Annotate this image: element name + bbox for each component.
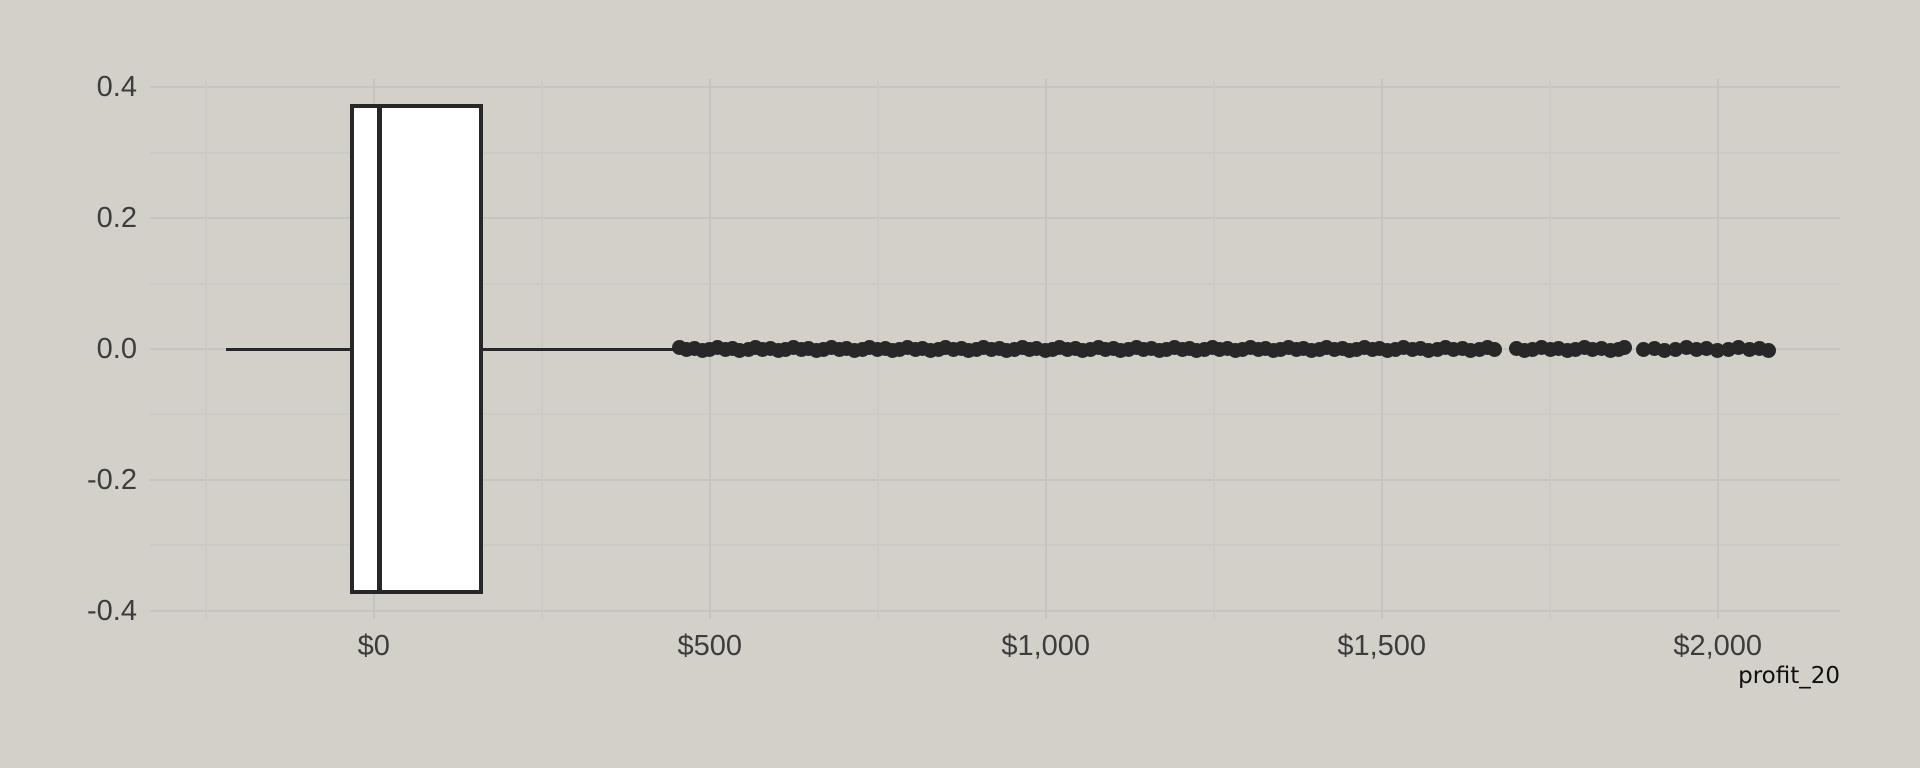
gridline-y-major bbox=[150, 609, 1840, 612]
y-tick-label: -0.2 bbox=[87, 463, 137, 496]
x-axis-title: profit_20 bbox=[1738, 663, 1840, 689]
outlier-dot bbox=[1760, 342, 1776, 358]
gridline-y-minor bbox=[150, 282, 1840, 285]
median-line bbox=[377, 105, 383, 593]
box bbox=[349, 103, 483, 595]
outlier-dot bbox=[1487, 342, 1503, 358]
y-tick-label: 0.4 bbox=[96, 71, 137, 104]
y-tick-label: -0.4 bbox=[87, 594, 137, 627]
outlier-dot bbox=[1616, 340, 1632, 356]
x-tick-label: $0 bbox=[357, 630, 390, 662]
gridline-x-minor bbox=[204, 79, 207, 619]
gridline-y-minor bbox=[150, 413, 1840, 416]
x-tick-label: $1,000 bbox=[1001, 630, 1091, 662]
gridline-y-minor bbox=[150, 151, 1840, 154]
x-tick-label: $500 bbox=[677, 630, 742, 662]
x-tick-label: $1,500 bbox=[1337, 630, 1427, 662]
gridline-y-major bbox=[150, 86, 1840, 89]
gridline-y-minor bbox=[150, 544, 1840, 547]
gridline-y-major bbox=[150, 217, 1840, 220]
whisker-low bbox=[225, 347, 350, 351]
x-tick-label: $2,000 bbox=[1673, 630, 1763, 662]
y-tick-label: 0.0 bbox=[96, 333, 137, 365]
y-tick-label: 0.2 bbox=[96, 202, 137, 235]
gridline-y-major bbox=[150, 478, 1840, 481]
plot-panel bbox=[150, 79, 1840, 619]
whisker-high bbox=[482, 347, 677, 351]
